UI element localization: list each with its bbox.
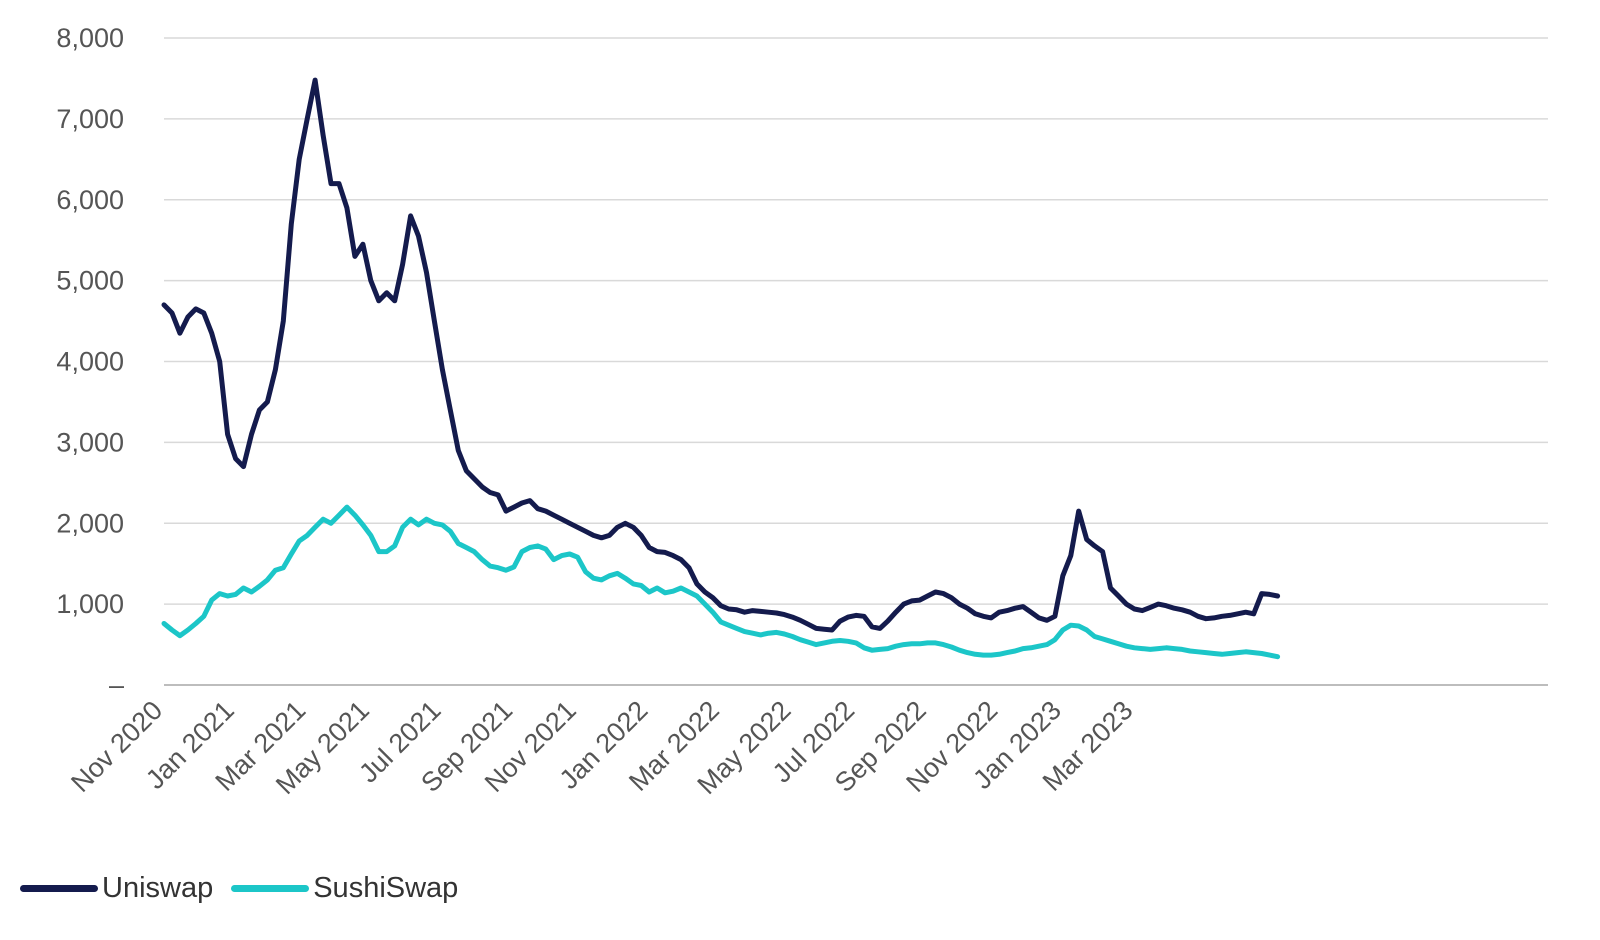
legend-label-uniswap: Uniswap: [102, 872, 214, 904]
legend-item-uniswap[interactable]: Uniswap: [20, 872, 213, 905]
y-tick-label: 4,000: [56, 347, 124, 377]
y-tick-label: 1,000: [56, 589, 124, 619]
y-tick-label: 8,000: [56, 23, 124, 53]
y-tick-label: –: [109, 670, 124, 700]
series-line-sushiswap: [161, 504, 1281, 660]
legend: Uniswap SushiSwap: [20, 872, 458, 905]
y-axis-ticks: – 1,000 2,000 3,000 4,000 5,000 6,000 7,000 8,00…: [56, 23, 124, 700]
series-lines: [161, 77, 1281, 660]
y-tick-label: 3,000: [56, 427, 124, 457]
legend-label-sushiswap: SushiSwap: [313, 872, 459, 904]
y-tick-label: 5,000: [56, 266, 124, 296]
legend-swatch-sushiswap: [231, 885, 310, 892]
y-tick-label: 2,000: [56, 508, 124, 538]
legend-swatch-uniswap: [20, 885, 98, 892]
series-line-uniswap: [161, 77, 1281, 633]
y-tick-label: 6,000: [56, 185, 124, 215]
y-tick-label: 7,000: [56, 104, 124, 134]
legend-item-sushiswap[interactable]: SushiSwap: [231, 872, 458, 905]
gridlines: [164, 37, 1548, 686]
